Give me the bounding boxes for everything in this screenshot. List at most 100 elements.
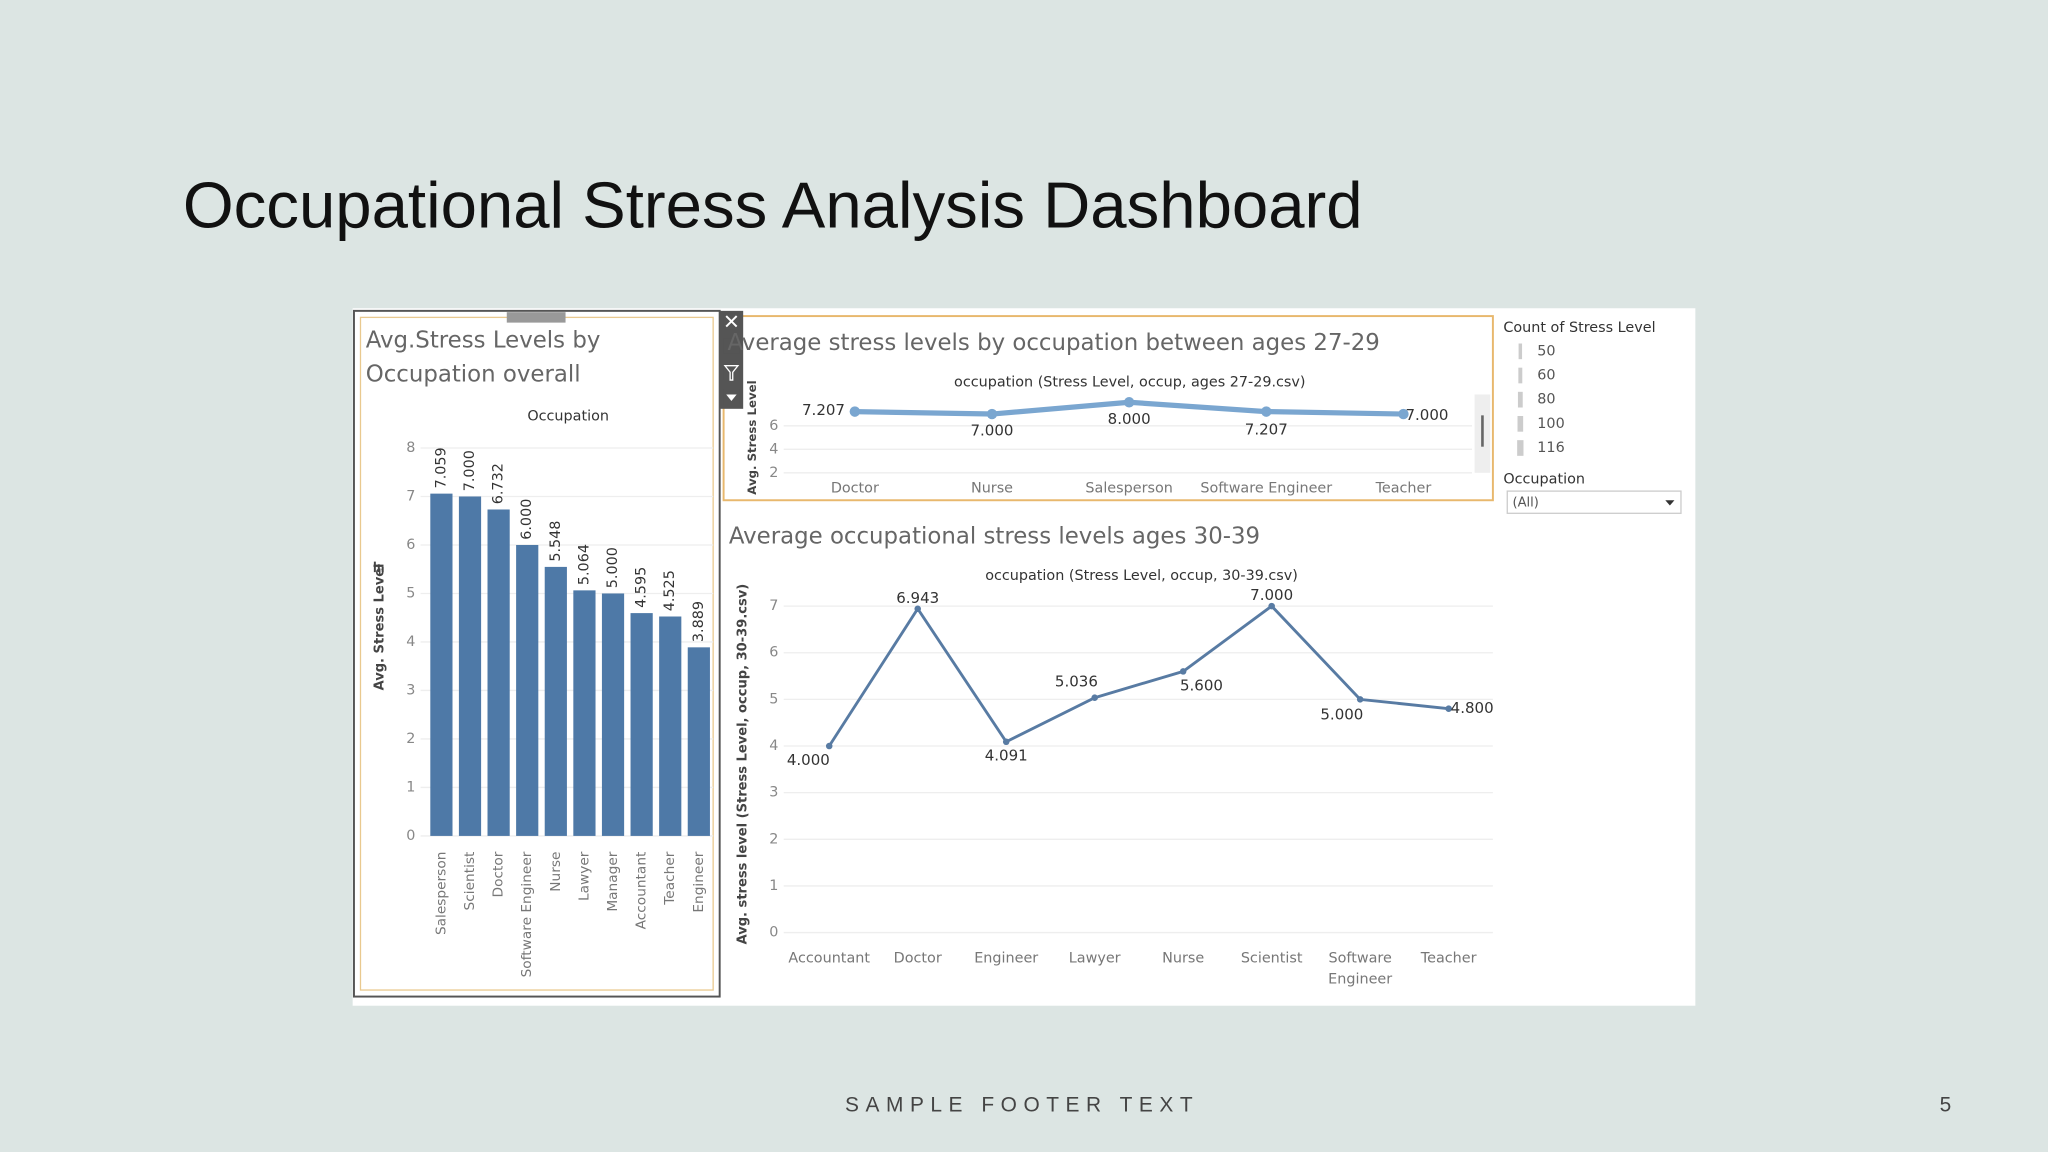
x-tick-label: Nurse: [548, 852, 564, 892]
y-axis-label: Avg. Stress Level: [745, 380, 759, 494]
legend-title: Count of Stress Level: [1503, 320, 1655, 336]
point: [1445, 705, 1452, 712]
filter-dropdown[interactable]: [1506, 490, 1682, 514]
y-tick-label: 4: [769, 441, 778, 457]
x-tick-label: Doctor: [491, 851, 507, 897]
point: [825, 742, 833, 750]
value-label: 6.732: [491, 463, 507, 504]
close-icon: [725, 315, 738, 328]
value-label: 5.548: [548, 521, 564, 562]
legend-size-mark: [1517, 391, 1523, 408]
menu-icon: [726, 394, 737, 401]
x-tick-label: Nurse: [971, 480, 1013, 496]
y-tick-label: 7: [769, 598, 778, 614]
chart-header: Occupation: [527, 409, 609, 425]
y-axis-label: Avg. stress level (Stress Level, occup, …: [736, 584, 751, 945]
point: [1123, 397, 1135, 408]
y-tick-label: 4: [406, 634, 415, 650]
x-tick-label: Scientist: [1240, 949, 1303, 967]
value-label: 5.000: [605, 547, 621, 588]
y-tick-label: 0: [406, 828, 415, 844]
value-label: 7.000: [1405, 406, 1448, 424]
y-tick-label: 1: [769, 878, 778, 894]
x-tick-label: Manager: [605, 851, 621, 911]
legend-label: 100: [1537, 416, 1564, 432]
chart-title: Average occupational stress levels ages …: [728, 523, 1261, 550]
point: [1398, 408, 1409, 420]
legend-label: 116: [1537, 440, 1564, 456]
value-label: 4.525: [662, 570, 678, 611]
y-tick-label: 6: [769, 645, 778, 661]
y-tick-label: 3: [769, 785, 778, 801]
x-tick-label: Doctor: [893, 949, 942, 967]
point: [1002, 738, 1010, 746]
value-label: 6.943: [896, 589, 939, 607]
value-label: 4.000: [787, 751, 830, 769]
value-label: 4.091: [985, 747, 1028, 765]
drag-handle[interactable]: [506, 312, 566, 323]
bar: [544, 566, 567, 836]
y-tick-label: 6: [769, 418, 778, 434]
legend-label: 80: [1537, 392, 1555, 408]
value-label: 7.207: [802, 401, 845, 419]
x-tick-label: Teacher: [1375, 480, 1432, 496]
bar: [659, 616, 682, 836]
filter-value: (All): [1512, 495, 1538, 510]
x-tick-label: Software Engineer: [519, 851, 535, 977]
toolbar-button[interactable]: [723, 338, 740, 354]
x-tick-label: Salesperson: [433, 852, 449, 935]
bar: [630, 613, 653, 836]
x-tick-label: Accountant: [788, 949, 870, 967]
value-label: 5.064: [576, 544, 592, 585]
legend-label: 60: [1537, 368, 1555, 384]
value-label: 7.000: [1250, 586, 1293, 604]
legend-size-mark: [1518, 367, 1523, 384]
panel-frame: [352, 309, 721, 998]
value-label: 4.800: [1451, 699, 1494, 717]
y-tick-label: 5: [769, 691, 778, 707]
value-label: 3.889: [691, 601, 707, 642]
bar: [687, 647, 710, 836]
page-number: 5: [1939, 1094, 1952, 1117]
x-tick-label: Lawyer: [576, 851, 592, 901]
x-tick-label: Accountant: [634, 851, 650, 929]
point: [986, 408, 998, 420]
value-label: 5.036: [1055, 673, 1098, 691]
y-tick-label: 2: [769, 831, 778, 847]
bar: [601, 593, 625, 836]
legend-size-mark: [1517, 440, 1524, 456]
value-label: 4.595: [634, 567, 650, 608]
y-tick-label: 6: [406, 537, 415, 553]
y-tick-label: 3: [406, 682, 415, 698]
x-tick-label: Doctor: [831, 480, 879, 496]
point: [1261, 406, 1272, 417]
value-label: 7.000: [462, 450, 478, 491]
y-tick-label: 0: [769, 925, 778, 941]
point: [1268, 602, 1275, 610]
y-tick-label: 8: [406, 440, 415, 456]
point: [1356, 696, 1364, 703]
filter-icon: [723, 365, 740, 381]
value-label: 7.000: [970, 422, 1013, 440]
y-tick-label: 1: [406, 779, 415, 795]
x-tick-label: Teacher: [1420, 949, 1477, 967]
x-tick-label: Engineer: [974, 949, 1039, 967]
point: [914, 605, 921, 613]
x-tick-label: Software Engineer: [1328, 949, 1393, 988]
bar: [458, 496, 482, 836]
point: [849, 406, 861, 417]
filter-title: Occupation: [1503, 471, 1585, 487]
chart-title: Average stress levels by occupation betw…: [727, 330, 1380, 357]
x-tick-label: Scientist: [462, 851, 478, 910]
toolbar: [719, 310, 744, 409]
sort-icon: [373, 561, 384, 573]
slide-title: Occupational Stress Analysis Dashboard: [182, 168, 1363, 242]
x-tick-label: Nurse: [1162, 949, 1205, 967]
value-label: 8.000: [1108, 410, 1151, 428]
x-tick-label: Teacher: [662, 851, 678, 906]
x-tick-label: Engineer: [691, 851, 707, 912]
value-label: 6.000: [519, 499, 535, 540]
